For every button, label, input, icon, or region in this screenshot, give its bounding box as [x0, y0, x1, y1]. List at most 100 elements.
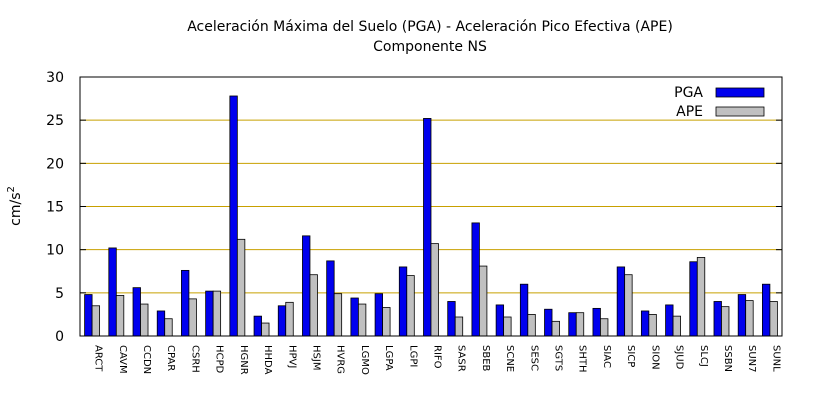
bar-ape-cpar	[164, 318, 173, 337]
bar-ape-sun7	[745, 300, 754, 337]
chart-title: Aceleración Máxima del Suelo (PGA) - Ace…	[187, 19, 673, 35]
y-tick-label: 20	[46, 156, 64, 172]
bar-ape-sjud	[672, 315, 681, 337]
x-tick-label: LGPI	[407, 345, 418, 367]
bar-pga-lgmo	[350, 297, 359, 337]
x-tick-label: LGMO	[359, 345, 370, 375]
bar-pga-sicp	[616, 266, 626, 337]
legend-swatch-ape	[715, 106, 765, 117]
bar-pga-sunl	[761, 283, 771, 337]
x-tick-label: LGPA	[383, 345, 394, 371]
bar-pga-scne	[495, 304, 505, 337]
bar-pga-cpar	[156, 310, 166, 337]
bar-pga-slcj	[689, 261, 698, 337]
bar-pga-shth	[568, 312, 577, 337]
bar-pga-ccdn	[132, 287, 141, 337]
bar-ape-sion	[648, 314, 657, 337]
bar-pga-hvrg	[326, 260, 335, 337]
x-tick-label: SSBN	[722, 345, 733, 372]
bar-ape-hgnr	[236, 238, 246, 337]
bar-ape-siac	[600, 318, 609, 337]
x-tick-label: CSRH	[189, 345, 200, 373]
bar-pga-sion	[640, 310, 650, 337]
y-tick-label: 30	[46, 70, 64, 86]
x-tick-label: SBEB	[480, 345, 491, 372]
y-tick-label: 5	[55, 286, 64, 302]
x-tick-label: SUNL	[770, 345, 781, 372]
bar-ape-sunl	[769, 301, 778, 337]
bar-pga-sgts	[544, 308, 553, 337]
x-tick-label: HSJM	[310, 345, 321, 370]
legend-label-pga: PGA	[674, 85, 703, 101]
axes	[79, 76, 783, 337]
x-tick-label: SICP	[625, 345, 636, 367]
bar-pga-sasr	[447, 301, 456, 337]
x-tick-labels: ARCT CAVM CCDN CPAR CSRH HCPD HGNR HHDA HPVJ HSJM…	[93, 345, 782, 375]
bar-pga-arct	[84, 294, 93, 337]
bar-ape-hsjm	[309, 274, 318, 337]
bar-pga-rifo	[423, 118, 432, 337]
y-axis-label: cm/s2	[6, 186, 24, 226]
y-axis-label-superscript: 2	[6, 186, 17, 192]
bar-ape-cavm	[115, 295, 125, 337]
bar-ape-slcj	[696, 257, 706, 337]
bar-pga-hpvj	[277, 305, 287, 337]
x-tick-label: SHTH	[577, 345, 588, 373]
bar-pga-sjud	[665, 304, 674, 337]
x-tick-label: SJUD	[674, 345, 685, 370]
bar-ape-lgpi	[406, 275, 415, 337]
bar-pga-siac	[592, 307, 601, 337]
bar-pga-sun7	[737, 294, 747, 337]
legend-label-ape: APE	[676, 104, 703, 120]
bar-ape-hcpd	[212, 290, 222, 337]
x-tick-label: HHDA	[262, 345, 273, 375]
x-tick-label: SUN7	[746, 345, 757, 373]
x-tick-label: ARCT	[93, 345, 104, 372]
y-tick-label: 10	[46, 243, 64, 259]
bar-ape-ccdn	[140, 303, 149, 337]
x-tick-label: CCDN	[141, 345, 152, 374]
bar-ape-lgpa	[382, 307, 391, 337]
x-tick-label: SESC	[528, 345, 539, 371]
x-tick-label: HGNR	[238, 345, 249, 375]
x-tick-label: SION	[649, 345, 660, 370]
x-tick-label: SCNE	[504, 345, 515, 372]
y-tick-label: 0	[55, 329, 64, 345]
bar-pga-hgnr	[229, 95, 238, 337]
bar-ape-hpvj	[285, 301, 294, 337]
x-tick-label: SIAC	[601, 345, 612, 368]
bar-ape-arct	[91, 305, 101, 337]
bar-ape-sgts	[551, 320, 560, 337]
bar-pga-hcpd	[205, 290, 214, 337]
x-tick-label: RIFO	[432, 345, 443, 369]
y-tick-labels: 0 5 10 15 20 25 30	[46, 70, 64, 345]
bar-ape-sesc	[527, 314, 536, 337]
bar-ape-sbeb	[479, 265, 488, 337]
y-tick-label: 15	[46, 200, 64, 216]
y-axis-label-text: cm/s	[8, 193, 24, 226]
bar-pga-sbeb	[471, 222, 480, 337]
bar-pga-lgpa	[374, 293, 383, 337]
bar-pga-sesc	[519, 283, 529, 337]
bar-ape-hvrg	[333, 293, 343, 337]
x-tick-label: CPAR	[165, 345, 176, 371]
legend: PGA APE	[674, 85, 765, 120]
bar-pga-csrh	[181, 269, 190, 337]
bar-ape-sasr	[454, 316, 464, 337]
bars	[84, 95, 778, 337]
x-tick-label: HVRG	[335, 345, 346, 374]
bar-pga-hsjm	[302, 235, 311, 337]
bar-ape-sicp	[624, 274, 633, 337]
bar-pga-lgpi	[398, 266, 408, 337]
bar-ape-scne	[503, 316, 512, 337]
x-tick-label: SGTS	[553, 345, 564, 371]
x-tick-label: HCPD	[214, 345, 225, 374]
bar-pga-hhda	[253, 315, 262, 337]
x-tick-label: CAVM	[117, 345, 128, 374]
x-tick-label: SLCJ	[698, 345, 709, 367]
bar-pga-cavm	[108, 247, 117, 337]
bar-ape-csrh	[188, 298, 197, 337]
legend-swatch-pga	[715, 87, 765, 98]
bar-ape-rifo	[430, 243, 439, 337]
